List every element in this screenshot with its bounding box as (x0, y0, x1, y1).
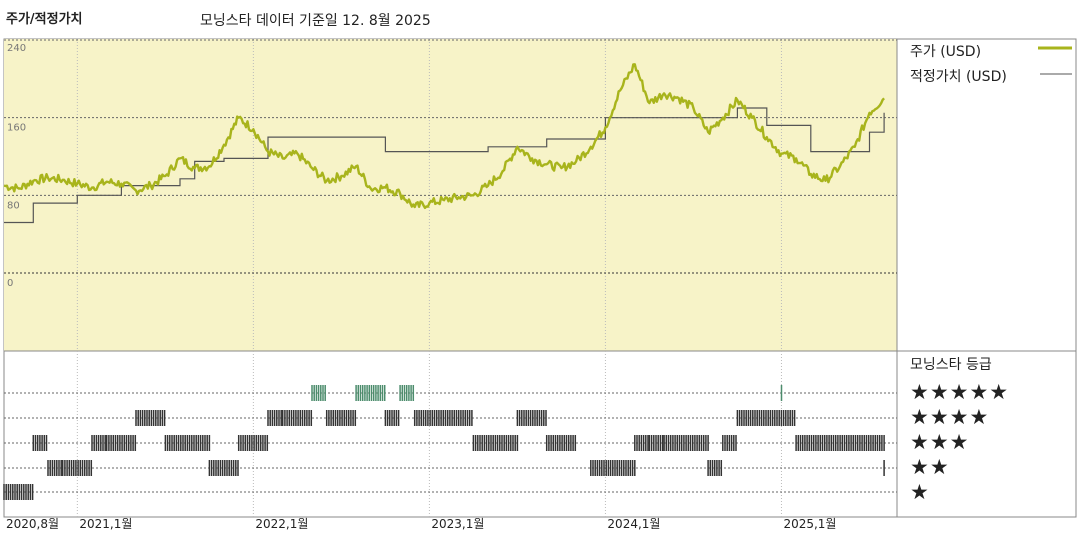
rating-bar-4-stars (267, 410, 282, 426)
rating-bar-3-stars (722, 435, 737, 451)
data-date-subtitle: 모닝스타 데이터 기준일 12. 8월 2025 (200, 13, 431, 29)
rating-bar-2-stars (590, 460, 636, 476)
rating-bar-3-stars (648, 435, 664, 451)
y-tick-label: 240 (7, 43, 26, 54)
legend-fair-value-label: 적정가치 (USD) (910, 69, 1007, 85)
rating-bar-3-stars (237, 435, 269, 451)
rating-bar-2-stars (707, 460, 723, 476)
rating-bar-3-stars (634, 435, 649, 451)
rating-1-star: ★ (910, 480, 930, 504)
rating-bar-3-stars (663, 435, 709, 451)
rating-bar-4-stars (736, 410, 796, 426)
rating-bar-4-stars (325, 410, 357, 426)
fair-value-line (4, 107, 885, 224)
legend-price-label: 주가 (USD) (910, 44, 982, 60)
rating-bar-4-stars (281, 410, 313, 426)
price-line (3, 63, 885, 210)
rating-5-stars: ★★★★★ (910, 380, 1010, 404)
rating-bar-3-stars (105, 435, 137, 451)
rating-2-stars: ★★ (910, 455, 950, 479)
rating-bar-5-stars (399, 385, 415, 401)
x-tick-labels: 2020,8월 2021,1월 2022,1월 2023,1월 2024,1월 2025,… (6, 517, 836, 531)
rating-bar-3-stars (545, 435, 577, 451)
rating-bar-3-stars (795, 435, 885, 451)
fair-value-series (4, 107, 885, 224)
rating-bar-5-stars (311, 385, 326, 401)
rating-bar-4-stars (384, 410, 400, 426)
rating-bar-3-stars (472, 435, 519, 451)
rating-4-stars: ★★★★ (910, 405, 990, 429)
x-tick-label: 2022,1월 (255, 517, 308, 531)
rating-bar-2-stars (47, 460, 62, 476)
rating-bar-5-stars (355, 385, 386, 401)
rating-bar-3-stars (32, 435, 48, 451)
rating-bars (3, 385, 885, 500)
y-tick-label: 80 (7, 200, 20, 211)
chart-title: 주가/적정가치 (6, 12, 83, 27)
rating-bar-2-stars (208, 460, 239, 476)
rating-bar-3-stars (91, 435, 106, 451)
rating-bar-3-stars (164, 435, 211, 451)
y-tick-label: 0 (7, 278, 13, 289)
x-tick-label: 2024,1월 (607, 517, 660, 531)
x-tick-label: 2025,1월 (783, 517, 836, 531)
price-series (3, 63, 885, 210)
x-tick-label: 2023,1월 (431, 517, 484, 531)
rating-row-lines (4, 392, 897, 493)
rating-title: 모닝스타 등급 (910, 357, 992, 373)
rating-bar-4-stars (413, 410, 473, 426)
rating-3-stars: ★★★ (910, 430, 970, 454)
x-tick-label: 2021,1월 (79, 517, 132, 531)
y-tick-label: 160 (7, 123, 26, 134)
y-tick-labels: 240 160 80 0 (7, 43, 26, 289)
rating-bar-2-stars (61, 460, 93, 476)
x-tick-label: 2020,8월 (6, 517, 59, 531)
rating-bar-1-stars (3, 484, 34, 500)
rating-bar-4-stars (516, 410, 547, 426)
rating-bar-4-stars (135, 410, 166, 426)
